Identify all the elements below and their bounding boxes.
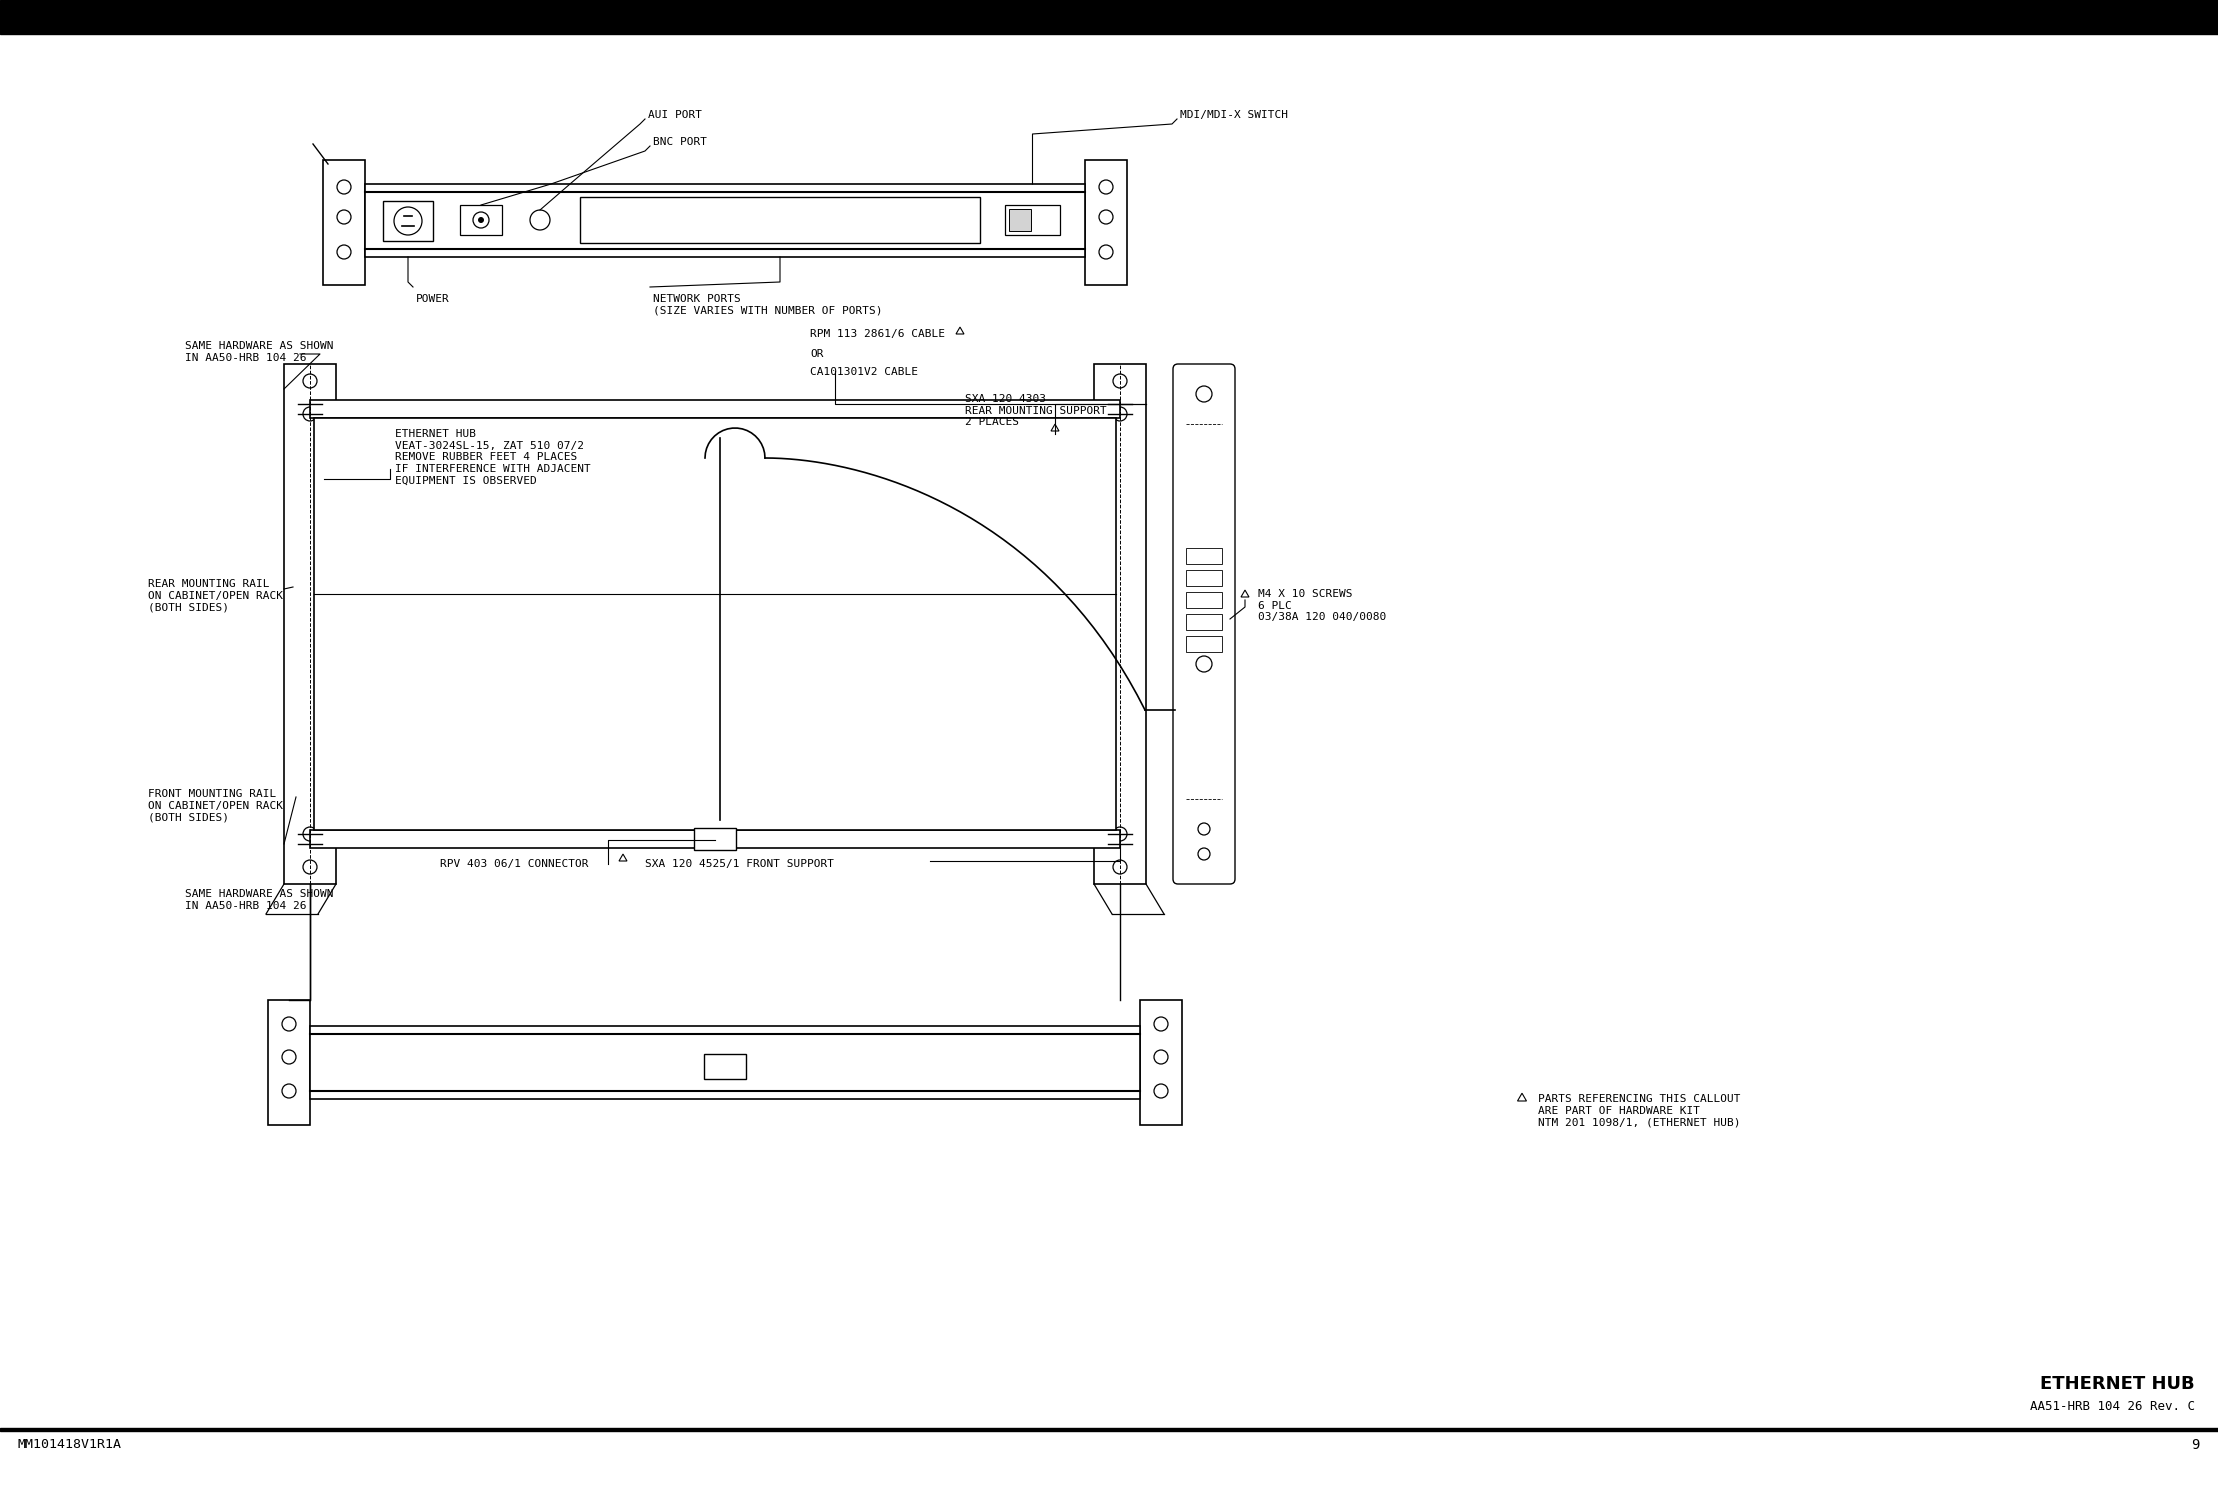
Bar <box>0 0 2218 34</box>
Text: RPV 403 06/1 CONNECTOR: RPV 403 06/1 CONNECTOR <box>439 859 588 870</box>
Text: BNC PORT: BNC PORT <box>652 137 708 147</box>
Bar <box>1140 1001 1182 1126</box>
Bar <box>1085 159 1127 284</box>
Bar <box>694 828 736 850</box>
Bar <box>384 201 433 241</box>
Bar <box>1009 208 1031 231</box>
Bar <box>1187 570 1222 587</box>
Bar <box>315 418 1116 829</box>
Text: POWER: POWER <box>417 293 450 304</box>
Text: APPLICATION/ASSEMBLY DIAGRAMS: APPLICATION/ASSEMBLY DIAGRAMS <box>1863 7 2196 25</box>
Bar <box>284 363 335 884</box>
Text: AUI PORT: AUI PORT <box>648 110 703 121</box>
Bar <box>268 1001 311 1126</box>
Text: OR: OR <box>810 348 823 359</box>
Bar <box>1187 548 1222 564</box>
Bar <box>703 1054 745 1080</box>
Text: MDI/MDI-X SWITCH: MDI/MDI-X SWITCH <box>1180 110 1289 121</box>
Bar <box>366 185 1085 258</box>
Text: ETHERNET HUB: ETHERNET HUB <box>2041 1374 2196 1394</box>
Bar <box>1093 363 1147 884</box>
Text: REAR MOUNTING RAIL
ON CABINET/OPEN RACK
(BOTH SIDES): REAR MOUNTING RAIL ON CABINET/OPEN RACK … <box>149 579 284 612</box>
Text: ETHERNET HUB
VEAT-3024SL-15, ZAT 510 07/2
REMOVE RUBBER FEET 4 PLACES
IF INTERFE: ETHERNET HUB VEAT-3024SL-15, ZAT 510 07/… <box>395 429 590 485</box>
Bar <box>1005 205 1060 235</box>
Text: SAME HARDWARE AS SHOWN
IN AA50-HRB 104 26: SAME HARDWARE AS SHOWN IN AA50-HRB 104 2… <box>184 889 333 911</box>
Bar <box>1187 613 1222 630</box>
Bar <box>324 159 366 284</box>
Text: 9: 9 <box>2191 1438 2200 1452</box>
Text: AA51-HRB 104 26 Rev. C: AA51-HRB 104 26 Rev. C <box>2029 1401 2196 1413</box>
Bar <box>1187 593 1222 608</box>
Bar <box>311 401 1120 418</box>
Bar <box>579 197 980 243</box>
Bar <box>0 1428 2218 1431</box>
Bar <box>311 1026 1140 1099</box>
Bar <box>1187 636 1222 652</box>
Bar <box>459 205 501 235</box>
Text: MM101418V1R1A: MM101418V1R1A <box>18 1438 122 1452</box>
Text: SAME HARDWARE AS SHOWN
IN AA50-HRB 104 26: SAME HARDWARE AS SHOWN IN AA50-HRB 104 2… <box>184 341 333 363</box>
FancyBboxPatch shape <box>1173 363 1235 884</box>
Text: FRONT MOUNTING RAIL
ON CABINET/OPEN RACK
(BOTH SIDES): FRONT MOUNTING RAIL ON CABINET/OPEN RACK… <box>149 789 284 822</box>
Text: M4 X 10 SCREWS
6 PLC
03/38A 120 040/0080: M4 X 10 SCREWS 6 PLC 03/38A 120 040/0080 <box>1258 590 1386 622</box>
Text: CA101301V2 CABLE: CA101301V2 CABLE <box>810 366 918 377</box>
Text: SXA 120 4525/1 FRONT SUPPORT: SXA 120 4525/1 FRONT SUPPORT <box>645 859 834 870</box>
Text: PARTS REFERENCING THIS CALLOUT
ARE PART OF HARDWARE KIT
NTM 201 1098/1, (ETHERNE: PARTS REFERENCING THIS CALLOUT ARE PART … <box>1537 1094 1741 1127</box>
Text: RPM 113 2861/6 CABLE: RPM 113 2861/6 CABLE <box>810 329 945 339</box>
Text: SXA 120 4303
REAR MOUNTING SUPPORT
2 PLACES: SXA 120 4303 REAR MOUNTING SUPPORT 2 PLA… <box>965 395 1107 427</box>
Circle shape <box>479 217 484 223</box>
Bar <box>311 829 1120 849</box>
Text: NETWORK PORTS
(SIZE VARIES WITH NUMBER OF PORTS): NETWORK PORTS (SIZE VARIES WITH NUMBER O… <box>652 293 883 316</box>
